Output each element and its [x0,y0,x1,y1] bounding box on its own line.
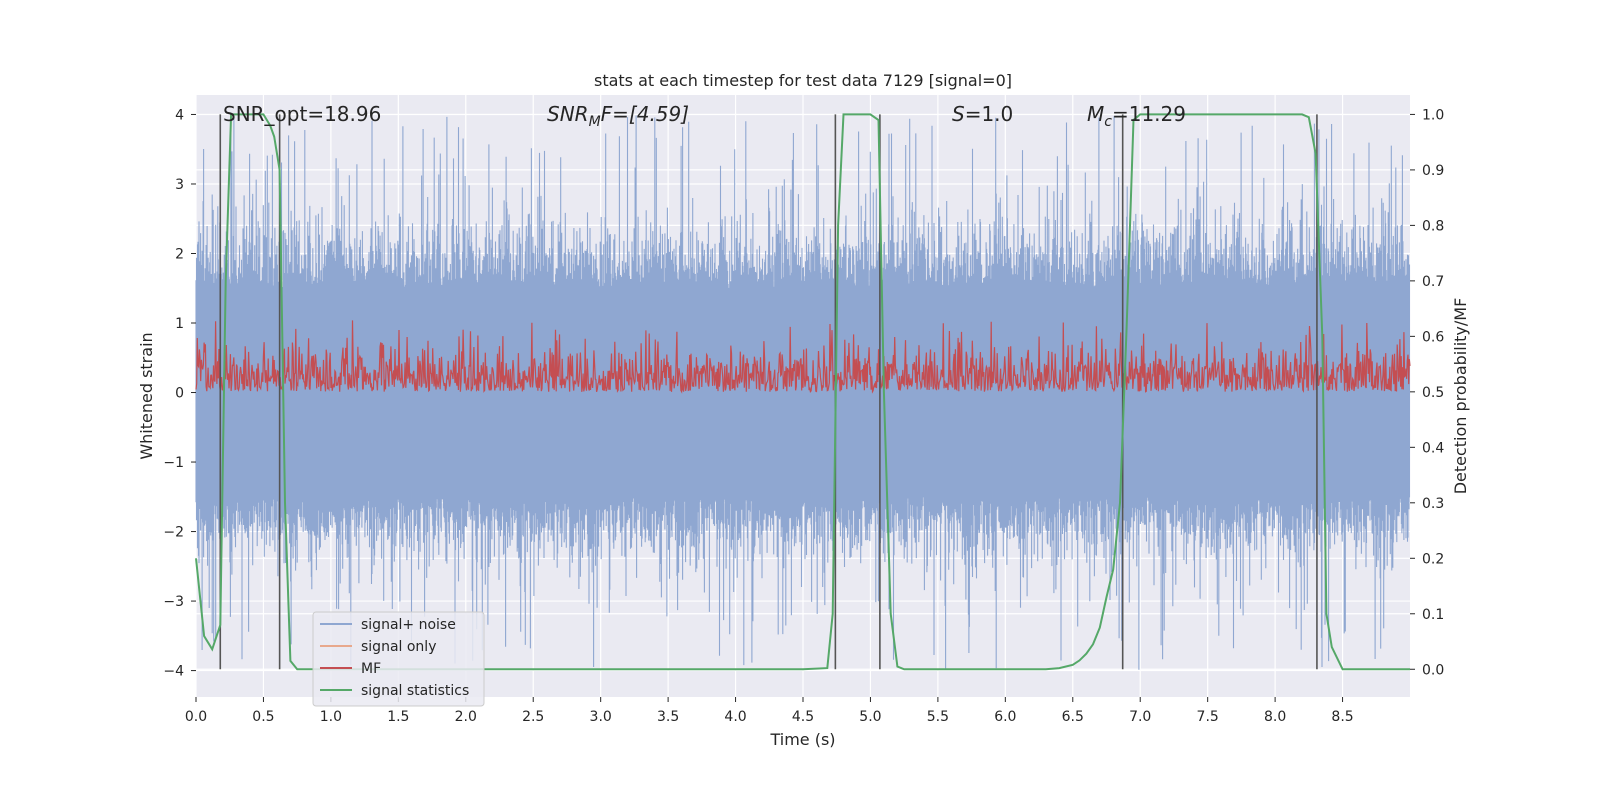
chart-title: stats at each timestep for test data 712… [594,71,1012,90]
y-tick-label-left-0: −4 [163,664,184,680]
y-tick-label-left-4: 0 [175,386,184,402]
signal-statistics-series [195,113,1410,671]
y-tick-label-right-5: 0.5 [1422,385,1444,401]
annotation-s: S=1.0 [952,102,1013,126]
y-tick-label-right-6: 0.6 [1422,329,1444,345]
y-axis-label-right: Detection probability/MF [1451,298,1470,495]
mc-suffix: =11.29 [1112,102,1186,126]
s-suffix: =1.0 [965,102,1014,126]
x-tick-label-13: 6.5 [1062,709,1084,725]
legend-label-signal-noise: signal+ noise [361,617,456,633]
y-tick-label-left-1: −3 [163,594,184,610]
y-tick-label-left-7: 3 [175,177,184,193]
y-tick-label-right-3: 0.3 [1422,496,1444,512]
mc-prefix: M [1087,102,1104,126]
y-tick-label-right-7: 0.7 [1422,274,1444,290]
annotation-snr-opt: SNR_opt=18.96 [223,102,381,126]
y-tick-label-right-1: 0.1 [1422,607,1444,623]
y-tick-label-right-10: 1.0 [1422,107,1444,123]
x-tick-label-10: 5.0 [859,709,881,725]
x-tick-label-8: 4.0 [724,709,746,725]
legend-box [312,611,485,707]
legend: signal+ noise signal only MF signal stat… [312,611,485,707]
x-axis-label: Time (s) [769,730,835,749]
x-tick-label-17: 8.5 [1331,709,1353,725]
s-prefix: S [952,102,965,126]
x-tick-label-15: 7.5 [1197,709,1219,725]
y-tick-label-left-6: 2 [175,246,184,262]
mc-sub: c [1104,114,1112,130]
y-tick-label-right-4: 0.4 [1422,440,1444,456]
snr-mf-suffix: F=[4.59] [601,102,689,126]
y-tick-label-right-9: 0.9 [1422,163,1444,179]
y-tick-label-right-0: 0.0 [1422,662,1444,678]
snr-mf-sub: M [589,114,601,130]
signal-statistics-path [195,113,1410,671]
x-tick-label-9: 4.5 [792,709,814,725]
legend-label-signal-only: signal only [361,639,436,655]
x-tick-label-5: 2.5 [522,709,544,725]
x-tick-label-7: 3.5 [657,709,679,725]
annotation-snr-mf: SNRMF=[4.59] [547,102,689,130]
snr-mf-prefix: SNR [547,102,589,126]
y-tick-label-right-2: 0.2 [1422,551,1444,567]
legend-label-signal-statistics: signal statistics [361,683,469,699]
x-tick-label-2: 1.0 [320,709,342,725]
mf-path [195,320,1411,394]
y-tick-label-right-8: 0.8 [1422,218,1444,234]
y-axis-label-left: Whitened strain [137,332,156,459]
x-tick-label-14: 7.0 [1129,709,1151,725]
legend-label-mf: MF [361,661,381,677]
y-tick-label-left-2: −2 [163,525,184,541]
x-tick-label-16: 8.0 [1264,709,1286,725]
x-tick-label-4: 2.0 [455,709,477,725]
y-tick-label-left-5: 1 [175,316,184,332]
y-tick-label-left-8: 4 [175,107,184,123]
annotation-mc: Mc=11.29 [1087,102,1186,130]
x-tick-label-12: 6.0 [994,709,1016,725]
x-tick-label-1: 0.5 [252,709,274,725]
y-tick-label-left-3: −1 [163,455,184,471]
mf-series [195,320,1411,394]
ticks: 0.0 0.5 1.0 1.5 2.0 2.5 3.0 3.5 4.0 4.5 5.0 5.5 6.0 6… [163,107,1444,725]
x-tick-label-11: 5.5 [927,709,949,725]
x-tick-label-3: 1.5 [387,709,409,725]
x-tick-label-0: 0.0 [185,709,207,725]
x-tick-label-6: 3.0 [590,709,612,725]
